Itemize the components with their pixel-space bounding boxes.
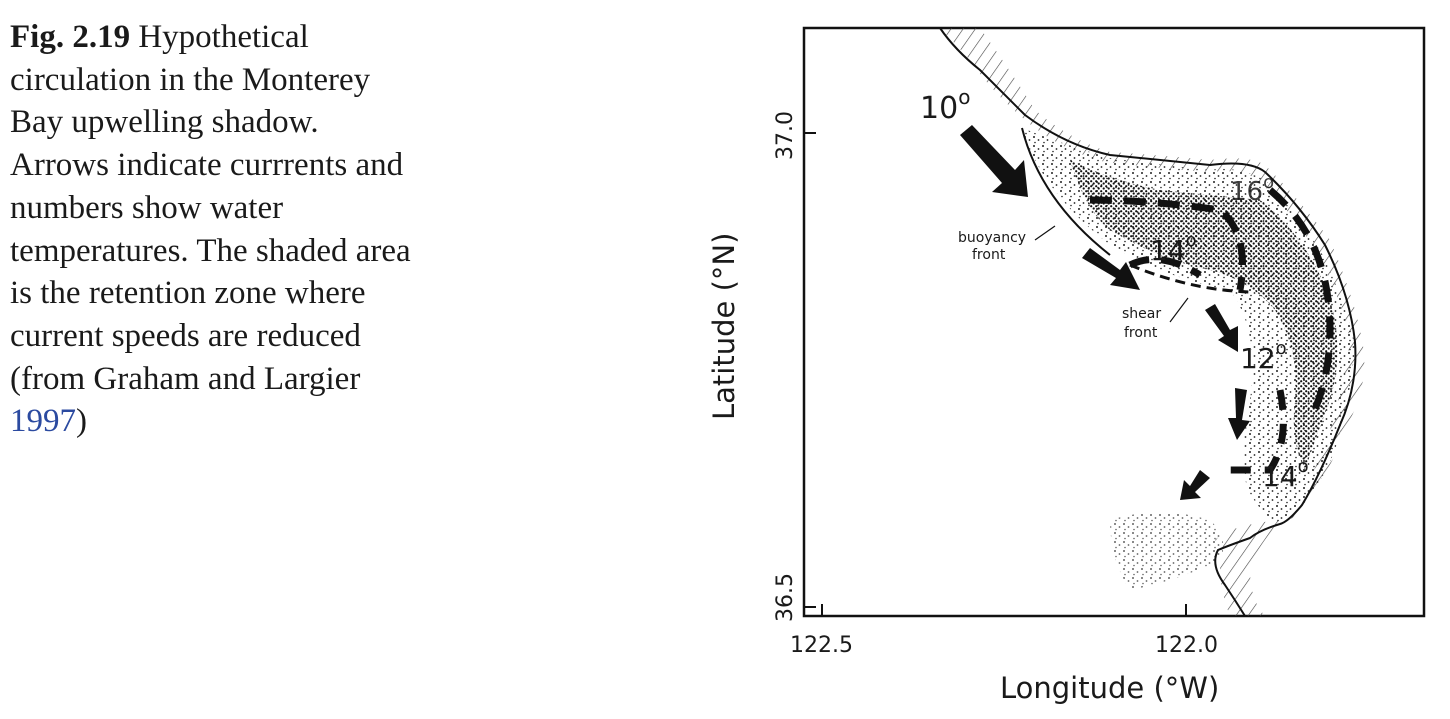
land-hatching <box>940 28 1365 616</box>
caption-line-6: temperatures. The shaded area <box>10 232 411 269</box>
map-frame <box>802 26 1426 618</box>
caption-line-5: numbers show water <box>10 189 284 226</box>
x-tick-label-122-0: 122.0 <box>1155 633 1218 658</box>
temp-label-12: 12o <box>1240 338 1287 375</box>
temp-label-14-lower: 14o <box>1262 456 1309 493</box>
caption-line-9: (from Graham and Largier <box>10 360 361 397</box>
caption-line-2: circulation in the Monterey <box>10 61 371 98</box>
temp-label-10: 10o <box>920 85 970 126</box>
buoyancy-front-line <box>1021 127 1111 256</box>
caption-line-3: Bay upwelling shadow. <box>10 104 319 141</box>
y-axis-label: Latitude (°N) <box>707 233 741 420</box>
y-tick-label-36-5: 36.5 <box>773 573 798 622</box>
buoyancy-pointer <box>1034 225 1056 241</box>
x-tick-label-122-5: 122.5 <box>790 633 853 658</box>
buoyancy-label-line-1: buoyancy <box>958 230 1026 246</box>
current-arrow-2 <box>1082 248 1140 290</box>
figure-caption: Fig. 2.19 Hypothetical circulation in th… <box>10 16 460 443</box>
caption-line-7: is the retention zone where <box>10 275 366 312</box>
current-arrow-3 <box>1205 304 1238 352</box>
shear-pointer <box>1169 297 1189 323</box>
caption-line-4: Arrows indicate currrents and <box>10 147 404 184</box>
retention-core <box>1070 160 1338 470</box>
map-figure: 10o 16o 14o 12o 14o buoyancy front shear… <box>690 0 1450 714</box>
shear-label-line-1: shear <box>1122 306 1161 322</box>
current-arrow-4 <box>1228 388 1250 440</box>
temp-label-16: 16o <box>1230 172 1274 207</box>
isotherm-12 <box>1267 187 1334 422</box>
isotherm-16 <box>1089 196 1246 291</box>
current-arrows <box>960 125 1250 500</box>
y-tick-label-37: 37.0 <box>773 111 798 160</box>
isotherm-14-upper <box>1128 255 1202 278</box>
plume-extension <box>1110 512 1224 590</box>
figure-label: Fig. 2.19 <box>10 19 131 55</box>
reference-link[interactable]: 1997 <box>10 403 76 440</box>
current-arrow-1 <box>960 125 1028 197</box>
map-svg: 10o 16o 14o 12o 14o buoyancy front shear… <box>707 26 1426 705</box>
caption-line-1: Hypothetical <box>138 19 309 55</box>
current-arrow-5 <box>1180 470 1210 500</box>
shear-label-line-2: front <box>1124 325 1158 341</box>
isotherm-14-lower <box>1230 389 1287 474</box>
caption-closing: ) <box>76 403 87 440</box>
coastline <box>939 27 1357 617</box>
temp-label-14-upper: 14o <box>1150 230 1197 267</box>
caption-line-8: current speeds are reduced <box>10 317 361 354</box>
buoyancy-label-line-2: front <box>972 247 1006 263</box>
x-axis-label: Longitude (°W) <box>1000 671 1219 705</box>
